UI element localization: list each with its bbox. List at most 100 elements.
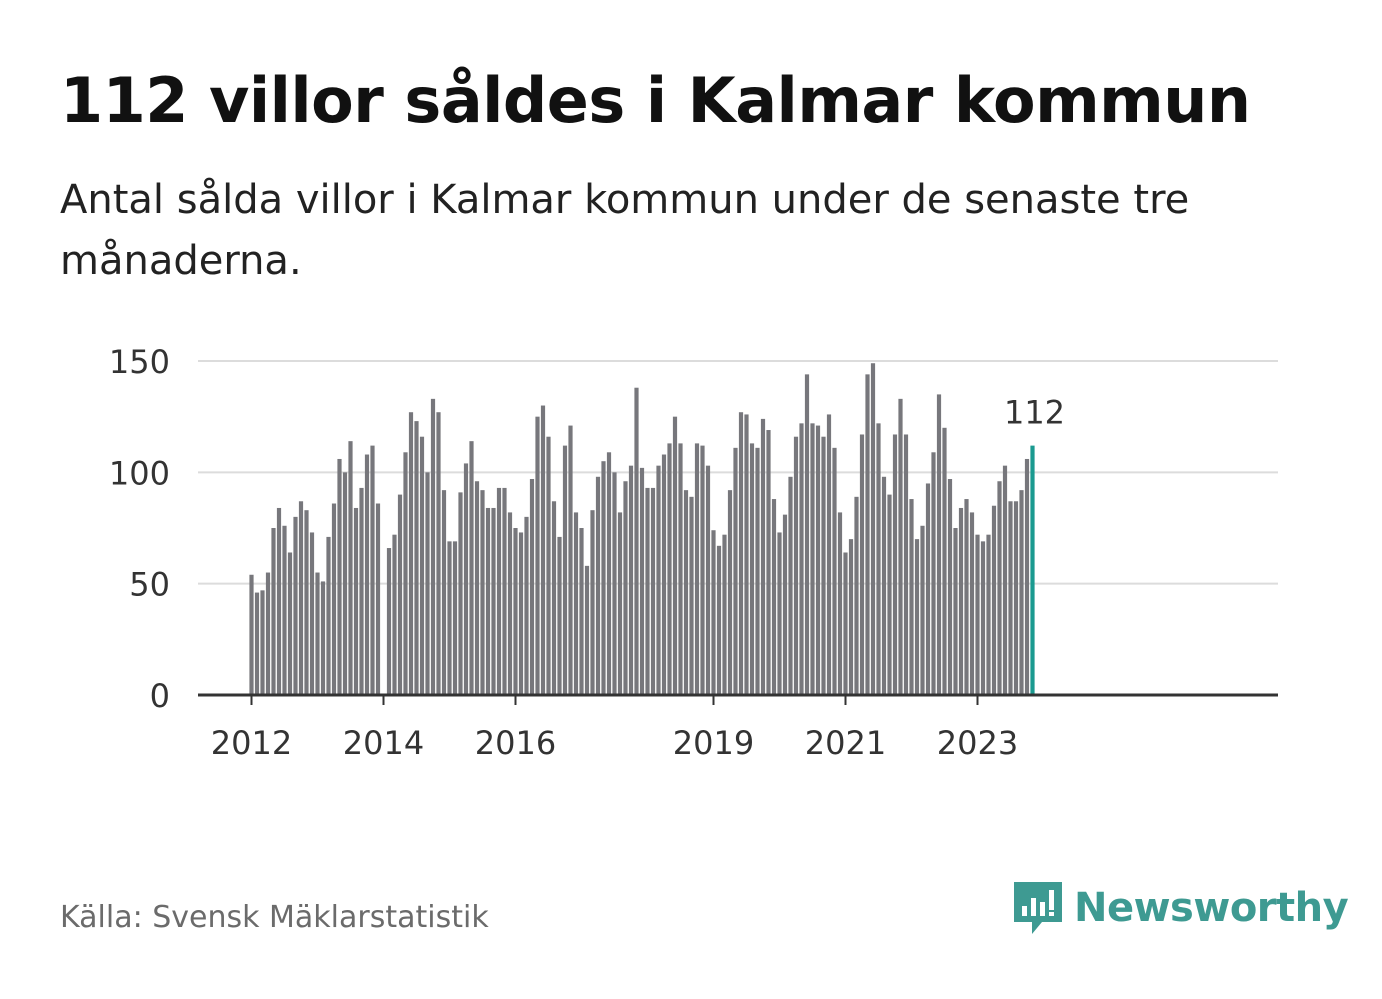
bar — [298, 501, 304, 695]
bar — [953, 528, 958, 695]
bar — [964, 499, 969, 695]
bar — [557, 536, 562, 695]
bar — [804, 374, 810, 695]
bar — [925, 483, 931, 695]
bar — [359, 487, 364, 695]
bar — [766, 430, 771, 695]
bar — [738, 412, 744, 695]
bar — [309, 532, 315, 695]
brand-name: Newsworthy — [1074, 885, 1349, 931]
bar — [392, 534, 397, 695]
bar — [854, 496, 859, 695]
bar — [282, 525, 287, 695]
bar — [606, 452, 612, 695]
bar — [419, 436, 425, 695]
bar — [331, 503, 337, 695]
source-note: Källa: Svensk Mäklarstatistik — [60, 900, 489, 935]
x-tick-label: 2019 — [673, 724, 754, 762]
bar — [337, 458, 342, 695]
bar — [469, 441, 474, 695]
bar — [562, 445, 568, 695]
bar — [903, 434, 909, 695]
bar — [722, 534, 727, 695]
bar — [403, 452, 408, 695]
data-label-latest: 112 — [1004, 394, 1065, 432]
x-tick-label: 2014 — [343, 724, 424, 762]
bar — [601, 461, 606, 695]
bar — [1002, 465, 1008, 695]
bar — [678, 443, 683, 695]
bar — [975, 534, 980, 695]
bar — [986, 534, 991, 695]
bar — [326, 536, 331, 695]
bar — [463, 463, 469, 695]
bar — [568, 425, 573, 695]
y-tick-label: 50 — [129, 566, 170, 604]
y-tick-label: 0 — [150, 677, 170, 715]
bar — [320, 581, 326, 695]
bar — [716, 545, 722, 695]
newsworthy-logo-icon — [1014, 882, 1062, 934]
bar — [480, 490, 485, 695]
bar — [529, 479, 535, 695]
data-labels: 112 — [1004, 394, 1065, 432]
bar — [370, 445, 375, 695]
bar — [650, 487, 656, 695]
bar — [375, 503, 381, 695]
bar — [700, 445, 705, 695]
bar — [474, 481, 480, 695]
bar — [518, 532, 524, 695]
bar — [843, 552, 848, 695]
bar — [590, 510, 595, 695]
bar — [628, 465, 634, 695]
bar — [513, 528, 518, 695]
bar — [810, 423, 815, 695]
bar — [546, 436, 551, 695]
bar — [782, 514, 788, 695]
bar — [304, 510, 309, 695]
bar — [612, 472, 617, 695]
bar — [936, 394, 942, 695]
bar — [348, 441, 353, 695]
bar — [799, 423, 804, 695]
bar — [254, 592, 260, 695]
bar — [711, 530, 716, 695]
y-tick-label: 150 — [109, 343, 170, 381]
bar — [727, 490, 733, 695]
bar — [672, 416, 678, 695]
bar — [617, 512, 623, 695]
bar — [386, 548, 392, 695]
x-tick-label: 2023 — [937, 724, 1018, 762]
bar — [496, 487, 502, 695]
bar — [793, 436, 799, 695]
bar — [293, 516, 298, 695]
bar — [447, 541, 452, 695]
bar — [535, 416, 540, 695]
bar — [859, 434, 865, 695]
bar — [408, 412, 414, 695]
bar — [821, 436, 826, 695]
bar — [909, 499, 914, 695]
bar — [639, 467, 645, 695]
bar — [414, 421, 419, 695]
bar — [342, 472, 348, 695]
bar — [997, 481, 1002, 695]
bar — [507, 512, 513, 695]
bar — [1013, 501, 1019, 695]
bar-highlight — [1030, 445, 1035, 695]
y-axis-tick-labels: 0 50 100 150 — [109, 343, 170, 715]
bar — [645, 487, 650, 695]
bar — [485, 507, 491, 695]
bar — [584, 565, 590, 695]
bar — [887, 494, 892, 695]
bar — [898, 398, 903, 695]
bar — [870, 363, 876, 695]
bar — [260, 590, 265, 695]
bar — [689, 496, 694, 695]
bar — [436, 412, 441, 695]
x-tick-label: 2012 — [211, 724, 292, 762]
bar — [667, 443, 672, 695]
bar — [694, 443, 700, 695]
bar — [683, 490, 689, 695]
bar — [771, 499, 777, 695]
